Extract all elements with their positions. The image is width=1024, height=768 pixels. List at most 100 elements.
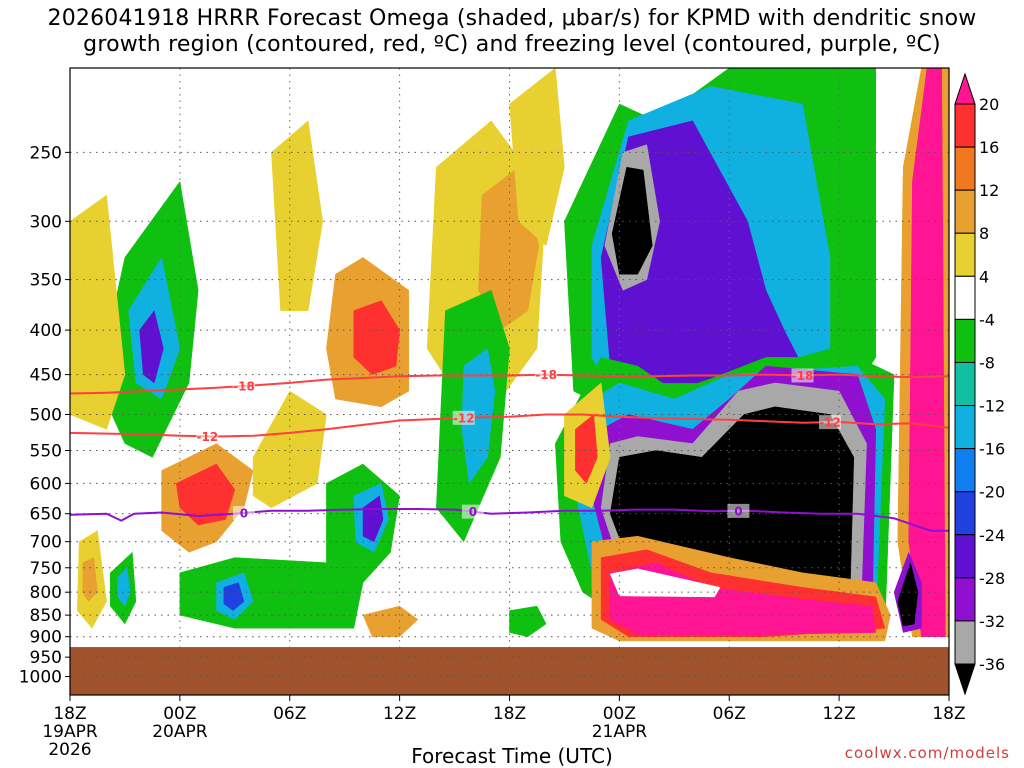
grid-lines — [70, 68, 949, 695]
pressure-axis-labels: 2503003504004505005506006507007508008509… — [19, 143, 70, 688]
omega-colorbar: 20 16 12 8 4 -4 -8 -12 -16 -20 -24 -28 -32 -36 — [954, 72, 1005, 696]
colorbar-tick-label: -12 — [979, 397, 1005, 416]
contour-line-0 — [70, 508, 949, 532]
colorbar-swatch — [954, 448, 976, 493]
y-tick-label: 500 — [30, 405, 62, 425]
colorbar-swatch — [954, 577, 976, 622]
contour-label--12: -12 — [819, 416, 841, 430]
colorbar-tick-label: -36 — [979, 655, 1005, 674]
contour-label-bg — [535, 367, 558, 382]
credit-text: coolwx.com/models — [844, 744, 1010, 762]
y-tick-label: 400 — [30, 321, 62, 341]
omega-region-39 — [362, 605, 419, 637]
y-tick-label: 850 — [30, 606, 62, 626]
contour-label-bg — [232, 379, 255, 394]
contour-label-0: 0 — [240, 506, 248, 520]
omega-region-45 — [271, 120, 323, 311]
contour-label-bg — [727, 503, 750, 518]
colorbar-tick-label: -20 — [979, 483, 1005, 502]
y-tick-label: 650 — [30, 505, 62, 525]
omega-region-29 — [117, 567, 131, 607]
ground-below-surface — [70, 647, 949, 695]
chart-title: 2026041918 HRRR Forecast Omega (shaded, … — [47, 6, 977, 57]
omega-region-27 — [82, 557, 98, 602]
contour-label--18: -18 — [792, 369, 814, 383]
contour-label-bg — [791, 368, 814, 383]
colorbar-tick-label: -8 — [979, 353, 995, 372]
contour-label--12: -12 — [453, 411, 475, 425]
y-tick-label: 1000 — [19, 668, 62, 688]
x-tick-label: 06Z — [273, 704, 306, 724]
contour-label-bg — [818, 415, 841, 430]
y-tick-label: 950 — [30, 648, 62, 668]
omega-region-46 — [509, 68, 565, 247]
colorbar-swatch — [954, 318, 976, 363]
plot-frame — [69, 67, 950, 696]
omega-shaded-field — [70, 68, 949, 642]
x-tick-label: 12Z — [822, 704, 855, 724]
omega-region-38 — [362, 495, 384, 543]
omega-region-31 — [175, 463, 236, 526]
y-tick-label: 350 — [30, 271, 62, 291]
temperature-contours: -18 -18 -18 -12 -12 -12 0 0 0 — [70, 367, 949, 532]
colorbar-tick-label: 16 — [979, 138, 999, 157]
colorbar-tick-label: 20 — [979, 95, 999, 114]
omega-region-24 — [897, 561, 919, 627]
omega-region-1 — [353, 300, 400, 375]
y-tick-label: 250 — [30, 143, 62, 163]
x-tick-sublabel2: 2026 — [48, 740, 91, 760]
colorbar-swatch — [954, 189, 976, 234]
y-tick-label: 300 — [30, 212, 62, 232]
omega-region-35 — [252, 390, 327, 509]
colorbar-tick-label: 4 — [979, 267, 989, 286]
omega-region-42 — [575, 414, 598, 484]
omega-region-11 — [611, 166, 653, 275]
x-tick-label: 00Z — [163, 704, 196, 724]
omega-region-4 — [139, 310, 164, 384]
x-tick-label: 18Z — [53, 704, 86, 724]
omega-region-40 — [509, 605, 547, 637]
y-tick-label: 700 — [30, 533, 62, 553]
omega-region-25 — [70, 194, 126, 430]
colorbar-swatch — [954, 491, 976, 536]
colorbar-swatch — [954, 232, 976, 277]
x-tick-sublabel: 21APR — [592, 722, 648, 742]
x-tick-label: 18Z — [493, 704, 526, 724]
x-tick-label: 18Z — [932, 704, 965, 724]
y-tick-label: 600 — [30, 474, 62, 494]
y-tick-label: 750 — [30, 559, 62, 579]
colorbar-swatch — [954, 620, 976, 665]
x-tick-sublabel: 19APR — [42, 722, 98, 742]
contour-label--18: -18 — [535, 368, 557, 382]
y-tick-label: 900 — [30, 628, 62, 648]
x-tick-label: 12Z — [383, 704, 416, 724]
contour-label-0: 0 — [734, 504, 742, 518]
contour-label--18: -18 — [233, 380, 255, 394]
x-tick-label: 00Z — [603, 704, 636, 724]
ground-fill — [70, 647, 949, 695]
x-tick-label: 06Z — [713, 704, 746, 724]
contour-label-bg — [232, 505, 255, 520]
contour-label--12: -12 — [197, 430, 219, 444]
colorbar-tick-label: -28 — [979, 569, 1005, 588]
colorbar-bottom-arrow — [954, 663, 976, 696]
colorbar-tick-label: -24 — [979, 526, 1005, 545]
contour-label-0: 0 — [469, 505, 477, 519]
y-tick-label: 450 — [30, 366, 62, 386]
contour-label-bg — [196, 429, 219, 444]
omega-region-34 — [223, 582, 245, 611]
colorbar-swatch — [954, 103, 976, 148]
colorbar-tick-label: 12 — [979, 181, 999, 200]
contour-label-bg — [452, 410, 475, 425]
colorbar-swatch — [954, 534, 976, 579]
colorbar-swatch — [954, 275, 976, 320]
colorbar-swatch — [954, 405, 976, 450]
colorbar-tick-label: 8 — [979, 224, 989, 243]
omega-region-44 — [461, 348, 496, 485]
y-tick-label: 550 — [30, 442, 62, 462]
x-tick-sublabel: 20APR — [152, 722, 208, 742]
y-tick-label: 800 — [30, 583, 62, 603]
colorbar-tick-label: -4 — [979, 310, 995, 329]
